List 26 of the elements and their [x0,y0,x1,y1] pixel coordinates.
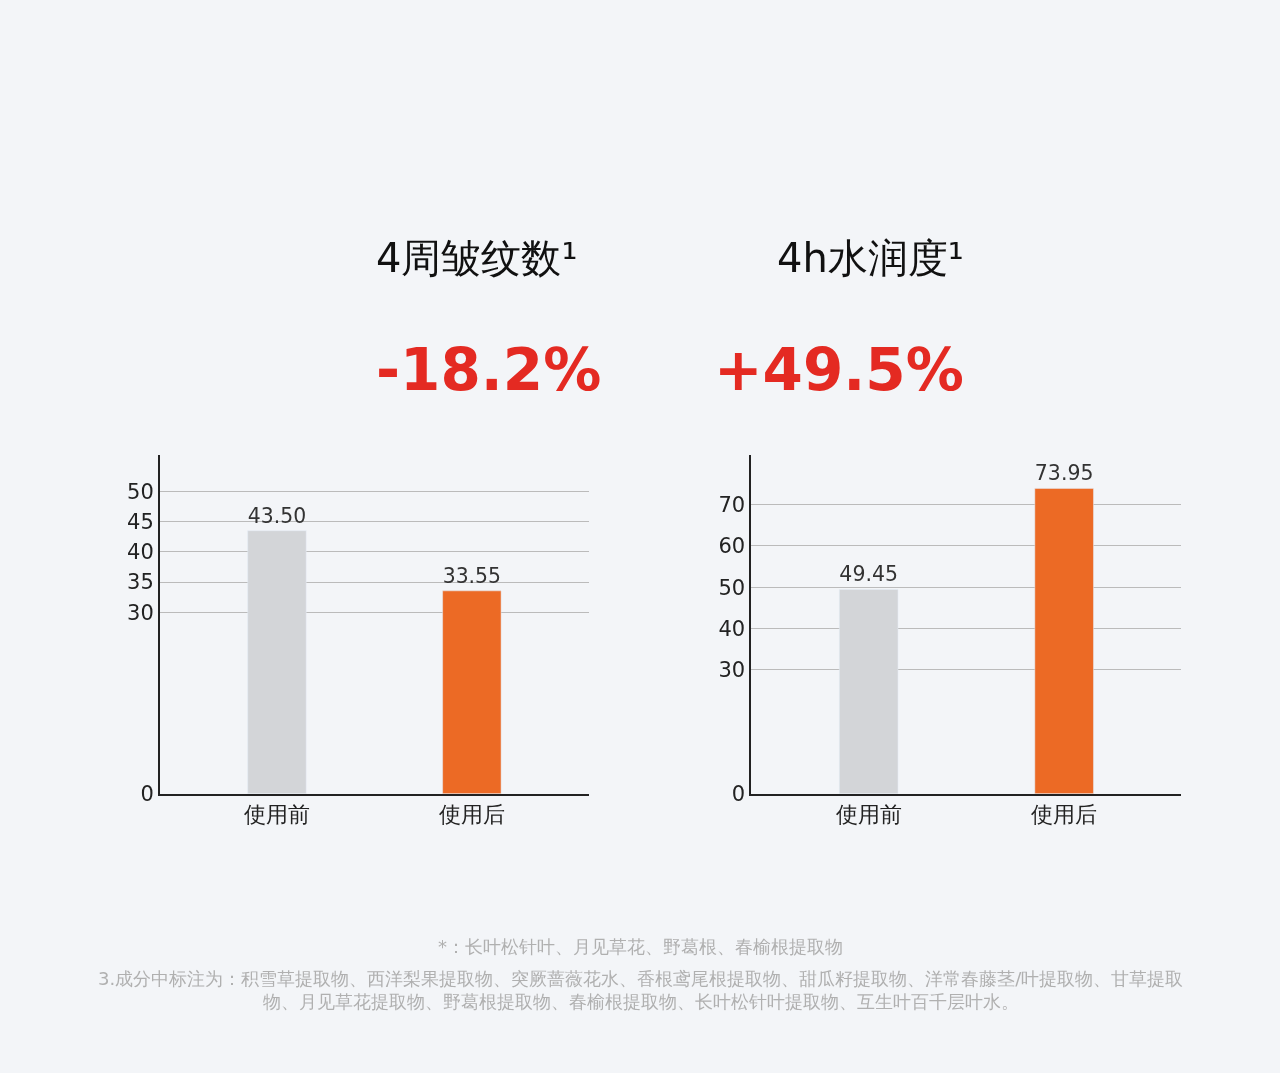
x-tick-label: 使用后 [1031,802,1098,828]
y-tick-label: 70 [718,493,746,518]
y-tick-label: 45 [127,510,154,534]
text: 3.成分中标注为：积雪草提取物、西洋梨果提取物、突厥蔷薇花水、香根鸢尾根提取物、甜瓜籽提取物、洋常春藤茎/叶提取物、甘草提取物、月见草花提取物、野葛根提取物、春榆根提取物、长叶松针叶提取物、互生叶百千层叶水。 [98,968,1184,1013]
y-tick-label: 30 [718,658,746,683]
y-tick-label: 40 [718,616,746,641]
chart-subtitle: +49.5% [714,336,964,404]
text: *：长叶松针叶、月见草花、野葛根、春榆根提取物 [438,936,843,957]
y-tick-label: 0 [140,781,154,806]
chart-title: 4周皱纹数¹ [376,235,578,281]
data-label: 49.45 [839,562,898,587]
x-tick-label: 使用前 [835,802,902,828]
y-tick-label: 50 [718,575,746,600]
y-tick-label: 60 [718,534,746,559]
y-tick-label: 30 [127,600,154,625]
data-label: 73.95 [1034,461,1094,486]
chart-title: 4h水润度¹ [777,235,964,281]
y-tick-label: 50 [127,479,154,504]
y-tick-label: 0 [731,781,746,806]
x-tick-label: 使用后 [438,802,505,828]
y-tick-label: 40 [127,540,154,565]
data-label: 33.55 [442,563,502,588]
y-tick-label: 35 [127,570,154,595]
chart-subtitle: -18.2% [376,336,602,404]
x-tick-label: 使用前 [243,802,310,828]
data-label: 43.50 [247,503,307,528]
